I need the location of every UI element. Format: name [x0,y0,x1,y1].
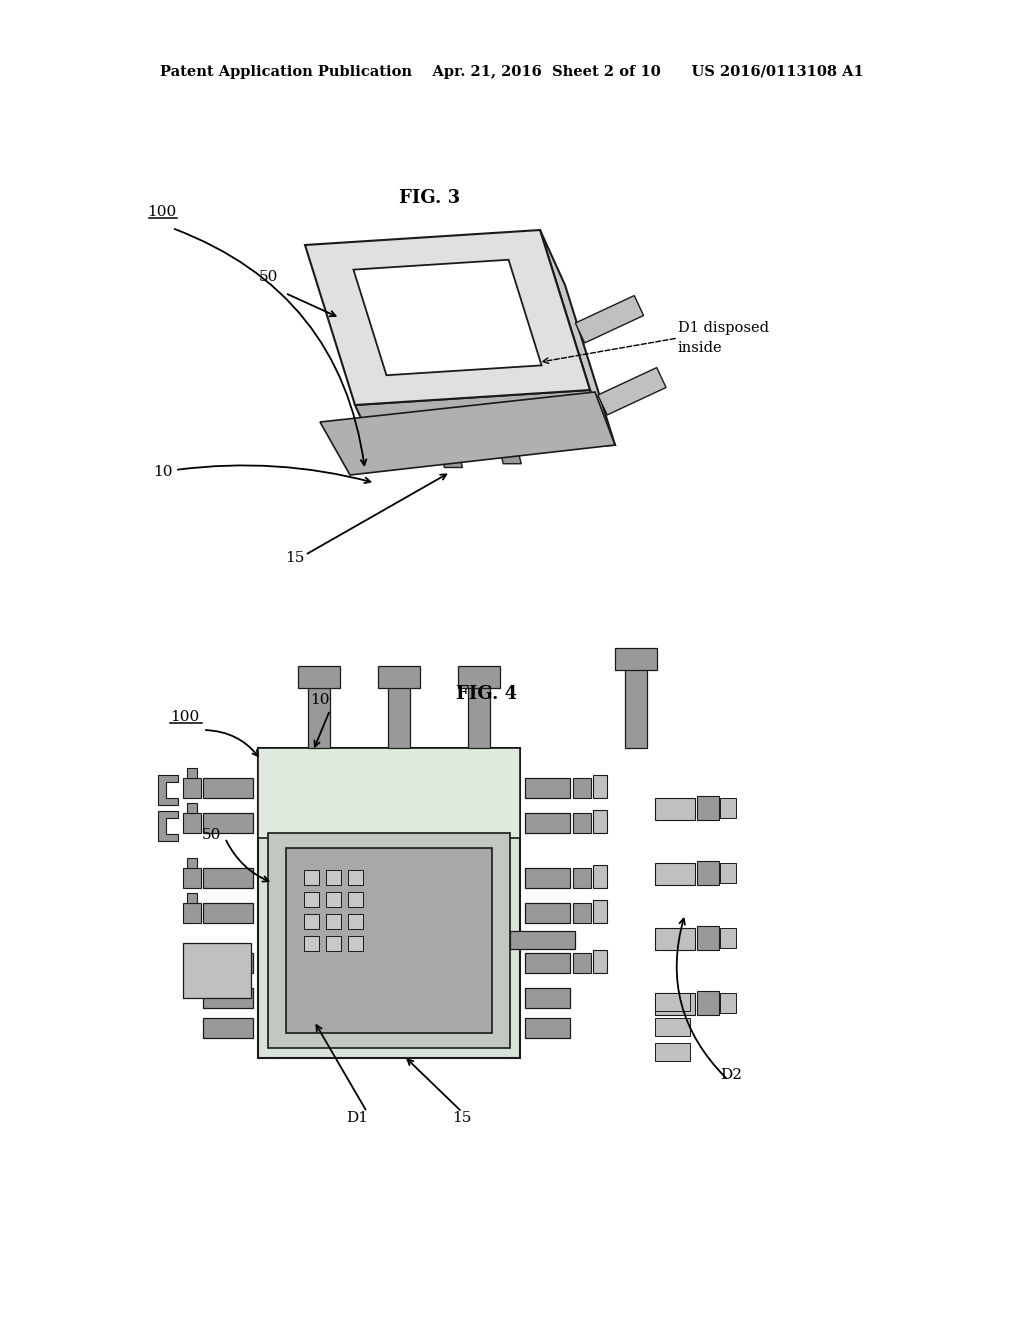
Bar [326,913,341,929]
Bar [525,1018,570,1038]
Text: 50: 50 [258,271,278,284]
Bar [304,870,319,884]
Bar [573,869,591,888]
Bar [573,953,591,973]
Bar [593,775,607,799]
Bar [593,810,607,833]
Text: 15: 15 [453,1111,472,1125]
Bar [304,892,319,907]
Bar [525,813,570,833]
Bar [525,869,570,888]
Bar [625,668,647,748]
Bar [183,869,201,888]
Bar [655,799,695,820]
Bar [525,777,570,799]
Bar [593,950,607,973]
Bar [187,858,197,869]
Bar [183,813,201,833]
Text: FIG. 3: FIG. 3 [399,189,461,207]
Text: 100: 100 [170,710,200,723]
Bar [655,993,690,1011]
Bar [573,813,591,833]
Text: 15: 15 [286,550,305,565]
Text: inside: inside [678,341,723,355]
Text: D1: D1 [346,1111,368,1125]
Polygon shape [441,455,463,467]
Bar [573,903,591,923]
Bar [348,870,362,884]
Bar [593,900,607,923]
Bar [458,667,500,688]
Text: D1 disposed: D1 disposed [678,321,769,335]
Text: Patent Application Publication    Apr. 21, 2016  Sheet 2 of 10      US 2016/0113: Patent Application Publication Apr. 21, … [160,65,864,79]
Bar [183,777,201,799]
Bar [203,813,253,833]
Bar [655,863,695,884]
Bar [655,1043,690,1061]
Bar [655,993,695,1015]
Bar [326,892,341,907]
Text: 100: 100 [147,205,176,219]
Bar [615,648,657,671]
Bar [298,667,340,688]
Bar [525,903,570,923]
Bar [655,1018,690,1036]
Polygon shape [598,367,666,414]
Bar [183,903,201,923]
Bar [697,927,719,950]
Bar [697,796,719,820]
Bar [388,686,410,748]
Bar [187,894,197,903]
Polygon shape [305,230,590,405]
Bar [203,953,253,973]
Bar [525,987,570,1008]
Bar [304,936,319,950]
Polygon shape [353,260,542,375]
Text: 10: 10 [310,693,330,708]
Bar [187,803,197,813]
Bar [203,1018,253,1038]
Bar [286,847,492,1034]
Bar [593,865,607,888]
Bar [697,991,719,1015]
Text: 50: 50 [202,828,221,842]
Bar [720,928,736,948]
Bar [203,987,253,1008]
Bar [720,799,736,818]
Polygon shape [158,775,178,805]
Bar [348,936,362,950]
Bar [525,953,570,973]
Polygon shape [158,810,178,841]
Bar [183,942,251,998]
Bar [348,892,362,907]
Bar [573,777,591,799]
Polygon shape [575,296,643,343]
Bar [268,833,510,1048]
Bar [326,870,341,884]
Bar [304,913,319,929]
Bar [203,777,253,799]
Bar [308,686,330,748]
Bar [510,931,575,949]
Bar [697,861,719,884]
Text: D2: D2 [720,1068,742,1082]
Bar [655,928,695,950]
Polygon shape [355,389,615,459]
Polygon shape [319,392,615,475]
Polygon shape [540,230,615,445]
Bar [348,913,362,929]
Bar [720,993,736,1012]
Polygon shape [501,451,521,463]
Bar [326,936,341,950]
Bar [720,863,736,883]
Bar [187,768,197,777]
Bar [258,748,520,1059]
Bar [258,748,520,838]
Bar [203,869,253,888]
Bar [203,903,253,923]
Bar [468,686,490,748]
Bar [378,667,420,688]
Text: FIG. 4: FIG. 4 [457,685,517,704]
Text: 10: 10 [154,465,173,479]
